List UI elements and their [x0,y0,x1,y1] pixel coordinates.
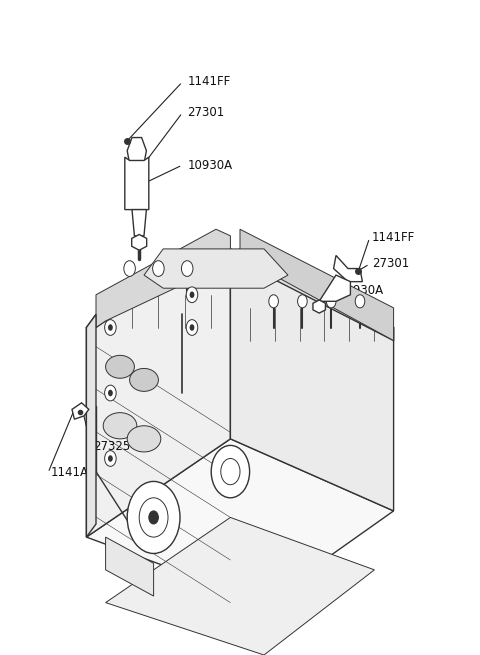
Text: 27301: 27301 [372,257,409,271]
Polygon shape [334,255,362,282]
Circle shape [355,295,365,308]
Polygon shape [106,517,374,655]
Polygon shape [240,229,394,341]
Circle shape [139,498,168,537]
Text: 10930A: 10930A [187,159,232,172]
Ellipse shape [106,355,134,379]
Circle shape [105,385,116,401]
Polygon shape [125,157,149,210]
Polygon shape [132,210,146,236]
Polygon shape [96,229,230,328]
Circle shape [108,455,113,462]
Ellipse shape [103,413,137,439]
Ellipse shape [130,369,158,392]
Polygon shape [86,314,96,537]
Text: 10930A: 10930A [338,284,384,297]
Polygon shape [106,537,154,596]
Circle shape [124,261,135,276]
Circle shape [153,261,164,276]
Circle shape [298,295,307,308]
Text: 27325: 27325 [94,440,131,453]
Circle shape [190,324,194,331]
Polygon shape [86,249,230,328]
Polygon shape [86,439,394,603]
Circle shape [190,291,194,298]
Circle shape [211,445,250,498]
Text: 1141FF: 1141FF [187,75,230,88]
Polygon shape [132,234,147,250]
Circle shape [108,390,113,396]
Polygon shape [230,249,394,511]
Polygon shape [86,249,230,537]
Circle shape [105,320,116,335]
Polygon shape [313,300,325,313]
Polygon shape [72,403,89,419]
Circle shape [105,451,116,466]
Circle shape [181,261,193,276]
Polygon shape [127,138,146,164]
Polygon shape [319,275,350,301]
Circle shape [108,324,113,331]
Circle shape [221,458,240,485]
Circle shape [326,295,336,308]
Polygon shape [144,249,288,288]
Text: 27301: 27301 [187,106,225,119]
Ellipse shape [127,426,161,452]
Circle shape [186,287,198,303]
Circle shape [269,295,278,308]
Text: 1141AN: 1141AN [50,466,97,479]
Circle shape [149,511,158,524]
Circle shape [186,320,198,335]
Text: 1141FF: 1141FF [372,231,415,244]
Polygon shape [230,249,394,341]
Circle shape [127,481,180,553]
